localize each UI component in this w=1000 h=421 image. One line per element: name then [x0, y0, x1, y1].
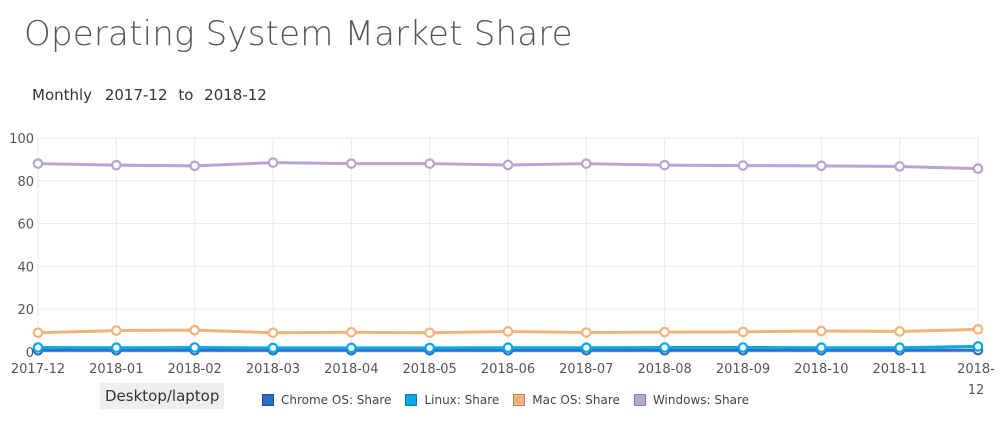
- legend-item-chrome[interactable]: Chrome OS: Share: [262, 393, 391, 407]
- data-point-linux: [267, 342, 279, 354]
- y-tick-label: 80: [17, 175, 34, 190]
- x-tick-label: 2018-07: [559, 362, 613, 377]
- x-tick-label: 2018-06: [481, 362, 535, 377]
- x-tick-label: 2018-02: [168, 362, 222, 377]
- page-title: Operating System Market Share: [24, 14, 573, 54]
- period-range: Monthly 2017-12 to 2018-12: [32, 86, 273, 104]
- data-point-mac: [581, 327, 592, 338]
- chart-legend: Chrome OS: Share Linux: Share Mac OS: Shar…: [262, 390, 763, 410]
- data-point-linux: [32, 342, 44, 353]
- data-point-linux: [424, 342, 435, 354]
- data-point-linux: [581, 342, 592, 354]
- legend-label: Chrome OS: Share: [281, 393, 392, 407]
- data-point-mac: [346, 327, 357, 338]
- data-point-linux: [111, 342, 122, 354]
- data-point-mac: [894, 326, 905, 337]
- x-tick-label: 2018-10: [794, 362, 848, 377]
- data-point-mac: [424, 327, 435, 339]
- y-tick-label: 60: [17, 218, 34, 233]
- data-point-windows: [267, 157, 279, 168]
- data-point-mac: [267, 327, 279, 339]
- x-tick-label: 2018-01: [89, 362, 143, 377]
- data-point-linux: [972, 341, 984, 352]
- data-point-mac: [816, 325, 827, 337]
- data-point-linux: [346, 342, 357, 354]
- period-from: 2017-12: [104, 86, 168, 104]
- data-point-windows: [502, 159, 514, 171]
- data-point-windows: [424, 158, 435, 169]
- data-point-mac: [659, 326, 670, 338]
- data-point-windows: [894, 161, 905, 172]
- legend-label: Mac OS: Share: [532, 393, 620, 407]
- data-point-mac: [111, 325, 122, 336]
- legend-swatch: [262, 394, 274, 406]
- legend-swatch: [405, 394, 418, 406]
- period-to: 2018-12: [204, 86, 267, 104]
- x-tick-label: 2018-09: [716, 362, 770, 377]
- y-tick-label: 20: [17, 303, 34, 318]
- period-granularity: Monthly: [32, 86, 93, 104]
- data-point-mac: [502, 326, 514, 337]
- legend-label: Linux: Share: [424, 393, 500, 407]
- data-point-windows: [189, 160, 200, 172]
- data-point-windows: [972, 163, 984, 174]
- data-point-mac: [972, 324, 984, 335]
- legend-swatch: [633, 394, 646, 406]
- legend-item-linux[interactable]: Linux: Share: [405, 393, 499, 407]
- legend-item-windows[interactable]: Windows: Share: [633, 393, 749, 407]
- y-tick-label: 100: [9, 132, 34, 147]
- legend-swatch: [513, 394, 526, 406]
- y-tick-label: 0: [26, 346, 34, 361]
- data-point-mac: [32, 327, 44, 339]
- x-tick-label: 2018-05: [403, 362, 457, 377]
- legend-label: Windows: Share: [652, 393, 749, 407]
- category-label: Desktop/laptop: [100, 383, 225, 409]
- x-tick-label: 2018-11: [873, 362, 927, 377]
- x-tick-label: 2018-03: [246, 362, 300, 377]
- data-point-windows: [346, 158, 357, 169]
- data-point-linux: [737, 342, 749, 353]
- x-tick-label: 2018-: [957, 362, 995, 377]
- data-point-mac: [189, 324, 200, 336]
- y-tick-label: 40: [17, 260, 34, 275]
- data-point-windows: [816, 160, 827, 172]
- x-tick-label: 12: [968, 383, 985, 398]
- data-point-windows: [111, 159, 122, 171]
- x-tick-label: 2018-04: [324, 362, 378, 377]
- legend-item-mac[interactable]: Mac OS: Share: [513, 393, 620, 407]
- data-point-windows: [581, 158, 592, 169]
- data-point-windows: [32, 158, 44, 169]
- data-point-linux: [894, 342, 905, 354]
- period-to-word: to: [178, 86, 194, 104]
- data-point-linux: [659, 342, 670, 353]
- data-point-linux: [816, 342, 827, 354]
- data-point-windows: [659, 159, 670, 171]
- x-tick-label: 2017-12: [11, 362, 65, 377]
- data-point-linux: [189, 342, 200, 353]
- data-point-mac: [737, 326, 749, 338]
- data-point-windows: [737, 160, 749, 171]
- data-point-linux: [502, 342, 514, 354]
- x-tick-label: 2018-08: [638, 362, 692, 377]
